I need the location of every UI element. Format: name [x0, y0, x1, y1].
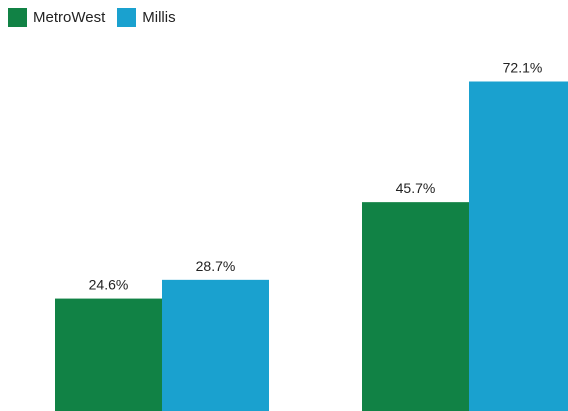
legend: MetroWest Millis [8, 8, 180, 27]
legend-swatch-millis [117, 8, 137, 27]
bar-millis-1[interactable] [469, 81, 568, 411]
data-label-millis-1: 72.1% [503, 60, 543, 76]
legend-item-millis[interactable]: Millis [117, 8, 176, 27]
legend-label-metrowest: MetroWest [33, 9, 106, 26]
data-label-millis-0: 28.7% [196, 258, 236, 274]
data-label-metrowest-0: 24.6% [89, 277, 129, 293]
bar-metrowest-0[interactable] [55, 298, 162, 411]
bar-millis-0[interactable] [162, 279, 269, 411]
legend-label-millis: Millis [142, 9, 176, 26]
legend-item-metrowest[interactable]: MetroWest [8, 8, 105, 27]
bar-metrowest-1[interactable] [362, 202, 469, 411]
data-label-metrowest-1: 45.7% [396, 180, 436, 196]
legend-swatch-metrowest [8, 8, 27, 27]
